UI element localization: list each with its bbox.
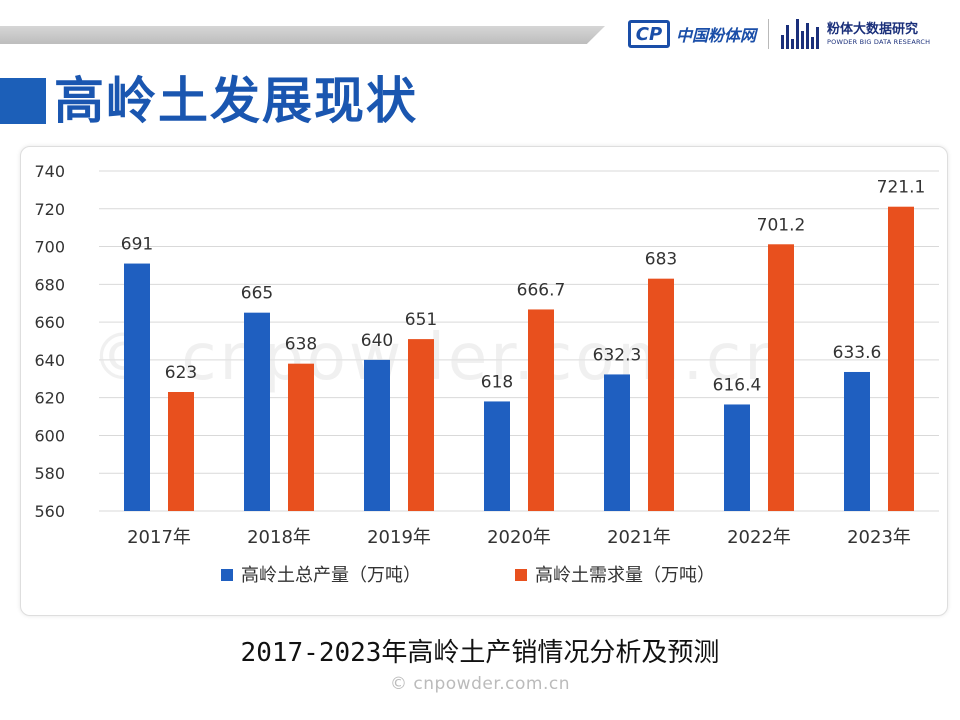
y-tick-label: 720: [34, 200, 65, 219]
header-logos: CP 中国粉体网 粉体大数据研究 POWDER BIG DATA RESEARC…: [628, 16, 930, 52]
bar-demand: [408, 339, 434, 511]
y-tick-label: 580: [34, 464, 65, 483]
y-tick-label: 600: [34, 426, 65, 445]
logo2-en-text: POWDER BIG DATA RESEARCH: [827, 37, 931, 46]
x-category-label: 2021年: [607, 527, 671, 548]
footer-watermark: © cnpowder.com.cn: [389, 674, 571, 694]
legend-label: 高岭土需求量（万吨）: [535, 565, 715, 586]
bar-value-label: 640: [361, 331, 393, 351]
y-tick-label: 660: [34, 313, 65, 332]
bar-value-label: 683: [645, 250, 677, 270]
bar-value-label: 616.4: [713, 375, 762, 395]
y-tick-label: 740: [34, 162, 65, 181]
bar-production: [604, 374, 630, 511]
bar-demand: [528, 309, 554, 511]
page-title: 高岭土发展现状: [54, 72, 418, 130]
bar-demand: [288, 363, 314, 511]
chart-caption: 2017-2023年高岭土产销情况分析及预测: [240, 638, 720, 668]
bar-production: [844, 371, 870, 511]
header-bar: [0, 26, 605, 44]
legend-label: 高岭土总产量（万吨）: [241, 565, 421, 586]
logo-divider: [768, 19, 770, 49]
legend-swatch: [515, 569, 527, 581]
bar-demand: [888, 206, 914, 511]
bar-demand: [768, 244, 794, 511]
bar-value-label: 618: [481, 372, 513, 392]
chart-watermark: © cnpowder.com.cn: [91, 321, 788, 395]
data-research-logo-icon: [781, 19, 820, 49]
bar-value-label: 666.7: [517, 280, 566, 300]
logo2-cn-text: 粉体大数据研究: [827, 21, 919, 37]
bar-value-label: 638: [285, 335, 317, 355]
bar-production: [244, 312, 270, 511]
y-tick-label: 680: [34, 275, 65, 294]
bar-production: [124, 263, 150, 511]
x-category-label: 2020年: [487, 527, 551, 548]
bar-value-label: 665: [241, 284, 273, 304]
bar-production: [364, 359, 390, 511]
bar-demand: [648, 278, 674, 511]
y-tick-label: 700: [34, 238, 65, 257]
bar-value-label: 651: [405, 310, 437, 330]
chart-frame: © cnpowder.com.cn 691 623 665 638 640 651 618 6…: [20, 146, 948, 616]
bar-production: [724, 404, 750, 511]
y-tick-label: 620: [34, 389, 65, 408]
y-tick-label: 640: [34, 351, 65, 370]
x-category-label: 2017年: [127, 527, 191, 548]
logo1-text: 中国粉体网: [676, 26, 757, 45]
bar-value-label: 632.3: [593, 345, 642, 365]
x-category-label: 2023年: [847, 527, 911, 548]
bar-value-label: 701.2: [757, 215, 806, 235]
bar-value-label: 721.1: [877, 178, 926, 198]
x-category-label: 2018年: [247, 527, 311, 548]
bar-value-label: 691: [121, 235, 153, 255]
x-category-label: 2019年: [367, 527, 431, 548]
bar-demand: [168, 392, 194, 511]
bar-value-label: 633.6: [833, 343, 882, 363]
bar-production: [484, 401, 510, 511]
x-category-label: 2022年: [727, 527, 791, 548]
cnpowder-logo-icon: CP: [628, 20, 670, 48]
bar-chart: © cnpowder.com.cn 691 623 665 638 640 651 618 6…: [34, 162, 939, 586]
y-tick-label: 560: [34, 502, 65, 521]
bar-value-label: 623: [165, 363, 197, 383]
title-accent-block: [0, 78, 46, 124]
legend-swatch: [221, 569, 233, 581]
